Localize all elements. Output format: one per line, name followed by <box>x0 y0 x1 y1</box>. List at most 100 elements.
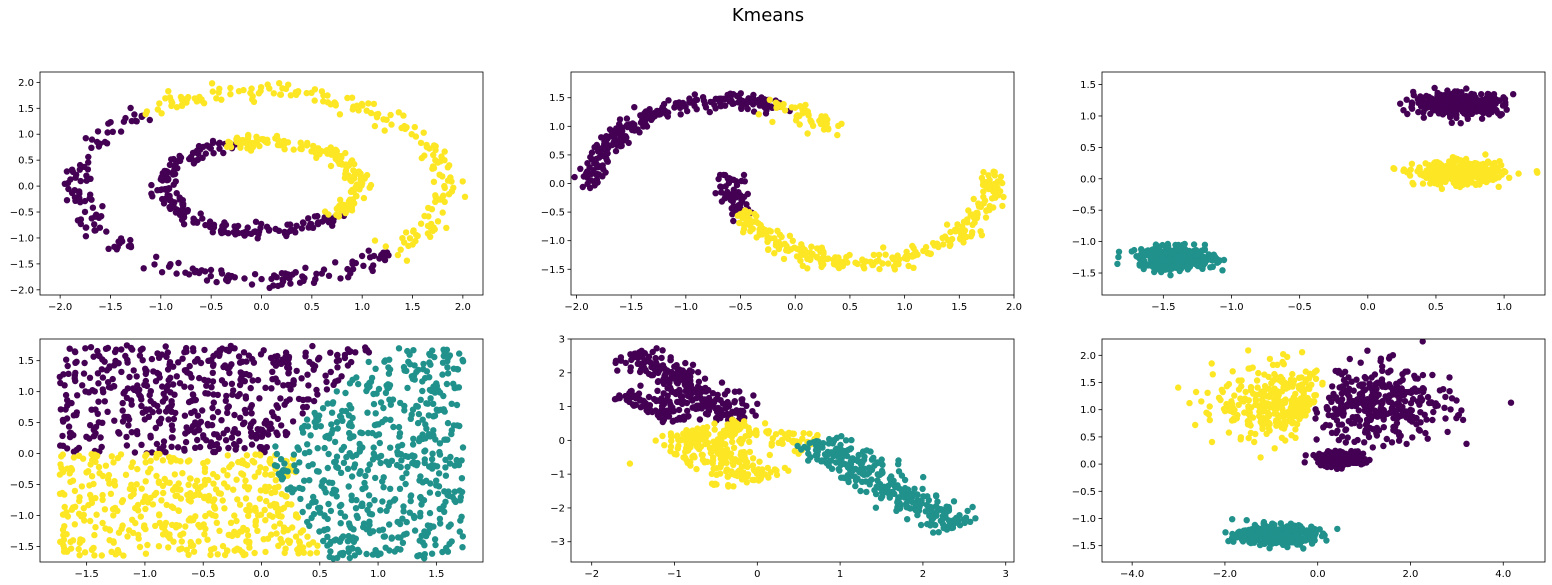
scatter-point <box>1426 162 1433 170</box>
scatter-point <box>932 521 939 529</box>
scatter-point <box>165 185 173 192</box>
scatter-point <box>962 514 970 521</box>
scatter-point <box>98 366 106 373</box>
scatter-point <box>256 443 264 451</box>
scatter-point <box>92 524 99 531</box>
scatter-point <box>127 236 134 244</box>
scatter-point <box>201 531 208 538</box>
scatter-point <box>230 429 237 436</box>
scatter-point <box>789 430 796 437</box>
scatter-point <box>213 519 220 526</box>
scatter-point <box>87 491 94 499</box>
scatter-point <box>982 214 990 221</box>
scatter-point <box>181 383 188 390</box>
scatter-point <box>612 147 620 155</box>
scatter-point <box>632 395 640 402</box>
scatter-point <box>402 229 410 236</box>
scatter-point <box>672 390 680 398</box>
scatter-point <box>218 96 225 103</box>
scatter-point <box>319 405 327 412</box>
scatter-point <box>325 450 332 458</box>
scatter-point <box>724 410 731 418</box>
scatter-point <box>451 384 458 392</box>
scatter-point <box>272 443 279 450</box>
scatter-point <box>338 446 345 454</box>
scatter-point <box>173 104 181 111</box>
scatter-point <box>444 436 451 443</box>
scatter-point <box>400 508 407 515</box>
scatter-point <box>730 444 738 451</box>
scatter-point <box>61 180 68 187</box>
scatter-point <box>677 111 684 118</box>
scatter-point <box>182 523 189 530</box>
scatter-point <box>658 354 665 362</box>
scatter-point <box>814 254 821 261</box>
scatter-point <box>338 535 345 542</box>
scatter-point <box>328 409 336 416</box>
scatter-point <box>327 162 335 170</box>
scatter-point <box>282 273 290 281</box>
scatter-point <box>142 478 149 485</box>
scatter-point <box>233 517 240 525</box>
scatter-point <box>722 405 730 412</box>
scatter-point <box>92 494 99 502</box>
scatter-point <box>189 391 197 398</box>
scatter-point <box>1448 119 1456 127</box>
scatter-point <box>396 520 404 528</box>
scatter-point <box>623 121 631 129</box>
scatter-point <box>165 376 172 384</box>
scatter-point <box>234 496 241 503</box>
scatter-point <box>178 545 185 552</box>
scatter-point <box>1470 161 1477 168</box>
scatter-point <box>310 397 318 405</box>
scatter-point <box>256 395 263 402</box>
scatter-point <box>635 390 643 397</box>
scatter-point <box>983 207 990 214</box>
scatter-point <box>701 459 708 466</box>
scatter-point <box>616 116 624 123</box>
scatter-point <box>1138 246 1145 253</box>
scatter-point <box>1207 264 1214 271</box>
scatter-point <box>125 422 132 429</box>
scatter-point <box>441 184 448 192</box>
scatter-point <box>1433 101 1440 109</box>
scatter-point <box>200 432 207 439</box>
scatter-point <box>216 348 224 355</box>
scatter-point <box>313 549 321 556</box>
scatter-point <box>106 537 113 544</box>
scatter-point <box>297 145 305 152</box>
y-tick-label: 1.5 <box>1080 80 1096 91</box>
scatter-point <box>292 533 300 540</box>
scatter-point <box>1194 258 1201 266</box>
scatter-point <box>409 441 417 448</box>
scatter-point <box>338 373 345 380</box>
scatter-point <box>673 451 680 458</box>
scatter-point <box>334 425 341 432</box>
scatter-point <box>80 505 88 512</box>
scatter-point <box>337 509 344 516</box>
scatter-point <box>1476 179 1483 187</box>
scatter-point <box>70 454 78 461</box>
scatter-point <box>88 473 96 480</box>
scatter-point <box>940 241 947 248</box>
y-tick-label: 2.0 <box>18 78 34 89</box>
scatter-point <box>367 181 375 189</box>
scatter-point <box>802 101 809 109</box>
scatter-point <box>270 272 278 279</box>
cluster-1 <box>1390 151 1541 193</box>
scatter-point <box>1194 251 1201 258</box>
scatter-point <box>588 156 596 163</box>
scatter-point <box>935 529 942 536</box>
scatter-point <box>342 170 349 178</box>
scatter-point <box>156 420 164 427</box>
scatter-point <box>729 438 736 446</box>
scatter-point <box>617 354 625 361</box>
scatter-point <box>219 497 226 504</box>
scatter-point <box>93 211 100 218</box>
scatter-point <box>752 97 760 105</box>
scatter-point <box>383 382 390 389</box>
scatter-point <box>693 96 701 104</box>
cluster-0 <box>571 90 793 192</box>
scatter-point <box>209 369 216 376</box>
scatter-point <box>444 370 452 377</box>
